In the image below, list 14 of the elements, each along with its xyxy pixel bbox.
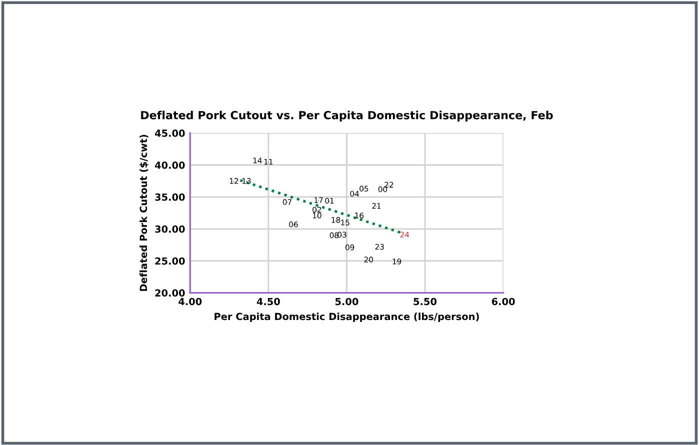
x-axis-title: Per Capita Domestic Disappearance (lbs/person) (214, 312, 479, 322)
y-tick-label: 45.00 (154, 130, 185, 137)
x-tick-label: 6.00 (492, 298, 515, 306)
chart-title: Deflated Pork Cutout vs. Per Capita Domestic Disappearance, Feb (141, 110, 553, 122)
y-tick-label: 35.00 (155, 193, 185, 201)
y-tick-label: 25.00 (155, 257, 185, 265)
y-tick-label: 20.00 (155, 289, 185, 297)
y-tick-label: 30.00 (155, 225, 185, 233)
x-tick-label: 5.50 (414, 298, 437, 306)
y-tick-label: 40.00 (154, 161, 185, 169)
y-axis-title: Deflated Pork Cutout ($/cwt) (140, 134, 148, 291)
x-tick-label: 5.00 (335, 298, 358, 306)
x-tick-label: 4.00 (178, 298, 202, 306)
x-tick-label: 4.50 (256, 298, 280, 306)
